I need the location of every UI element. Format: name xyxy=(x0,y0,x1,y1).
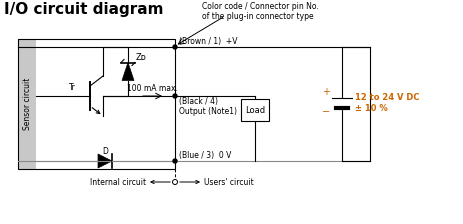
Circle shape xyxy=(173,94,177,98)
Text: (Black / 4)
Output (Note1): (Black / 4) Output (Note1) xyxy=(179,97,237,116)
Text: D: D xyxy=(102,147,108,156)
Text: 12 to 24 V DC
± 10 %: 12 to 24 V DC ± 10 % xyxy=(355,93,419,113)
Circle shape xyxy=(173,45,177,49)
Circle shape xyxy=(173,159,177,163)
Text: I/O circuit diagram: I/O circuit diagram xyxy=(4,2,163,17)
Text: (Brown / 1)  +V: (Brown / 1) +V xyxy=(179,37,238,46)
Text: −: − xyxy=(322,107,330,117)
Text: +: + xyxy=(322,87,330,97)
Polygon shape xyxy=(122,62,134,80)
Text: Zᴅ: Zᴅ xyxy=(136,52,147,62)
Text: Tr: Tr xyxy=(69,83,76,92)
Bar xyxy=(241,99,269,121)
Bar xyxy=(18,39,36,169)
Bar xyxy=(18,39,175,169)
Text: Load: Load xyxy=(245,106,265,114)
Text: Internal circuit: Internal circuit xyxy=(90,177,146,187)
Text: Color code / Connector pin No.
of the plug-in connector type: Color code / Connector pin No. of the pl… xyxy=(202,2,319,22)
Text: (Blue / 3)  0 V: (Blue / 3) 0 V xyxy=(179,151,232,160)
Text: Users' circuit: Users' circuit xyxy=(204,177,254,187)
Text: 100 mA max.: 100 mA max. xyxy=(126,84,177,93)
Text: Sensor circuit: Sensor circuit xyxy=(23,78,31,130)
Polygon shape xyxy=(98,154,112,168)
Circle shape xyxy=(173,179,177,185)
